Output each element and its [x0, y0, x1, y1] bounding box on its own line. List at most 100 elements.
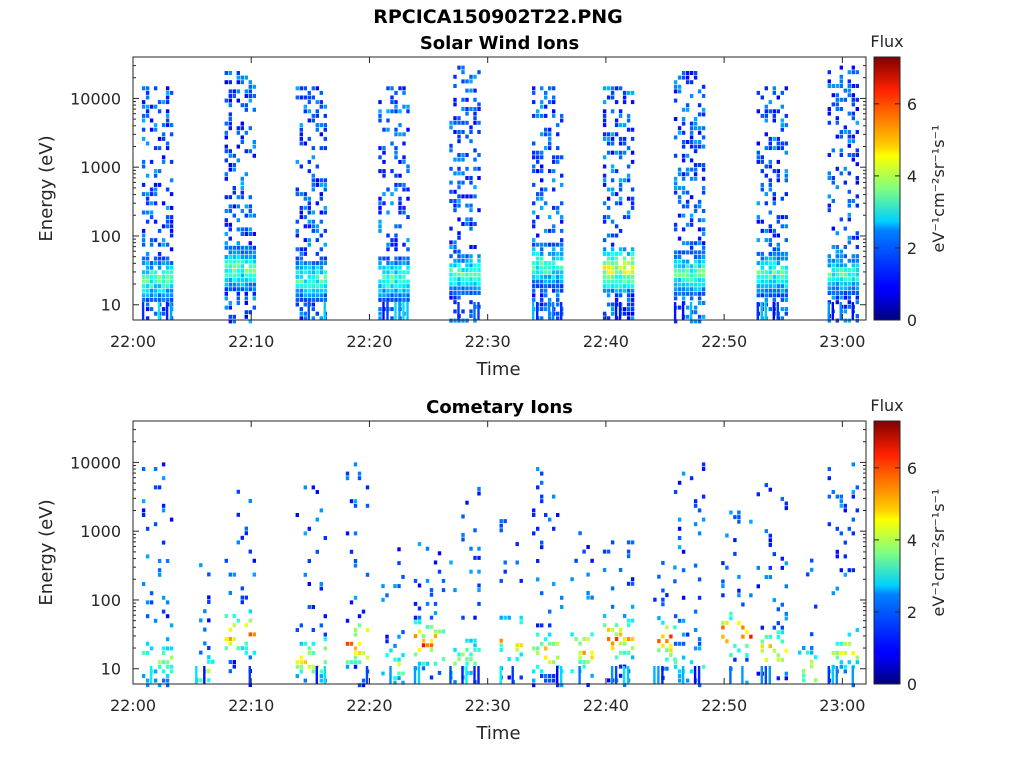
spectrogram-cell: [469, 208, 473, 213]
spectrogram-cell: [764, 132, 768, 137]
spectrogram-cell: [689, 121, 694, 126]
colorbar-tick-label: 4: [907, 531, 917, 550]
spectrogram-cell: [756, 109, 760, 114]
spectrogram-cell: [319, 219, 323, 224]
spectrogram-cell: [311, 86, 315, 91]
spectrogram-cell: [701, 291, 706, 296]
spectrogram-cell: [630, 293, 635, 298]
spectrogram-cell: [165, 90, 170, 95]
spectrogram-cell: [224, 172, 228, 177]
spectrogram-cell: [630, 136, 635, 141]
spectrogram-cell: [622, 641, 627, 646]
spectrogram-cell: [685, 291, 690, 296]
spectrogram-cell: [586, 637, 590, 641]
spectrogram-cell: [457, 231, 461, 236]
spectrogram-cell: [228, 227, 232, 232]
spectrogram-cell: [303, 261, 307, 266]
spectrogram-cell: [677, 678, 682, 683]
spectrogram-cell: [437, 551, 442, 556]
spectrogram-cell: [303, 316, 307, 321]
ion-burst-4: [345, 462, 370, 688]
spectrogram-cell: [540, 86, 544, 91]
spectrogram-cell: [701, 301, 706, 305]
spectrogram-cell: [449, 180, 453, 185]
spectrogram-cell: [835, 107, 839, 111]
spectrogram-cell: [701, 282, 706, 287]
spectrogram-cell: [536, 155, 540, 160]
spectrogram-cell: [606, 261, 611, 266]
spectrogram-cell: [315, 265, 319, 270]
spectrogram-cell: [149, 210, 154, 215]
spectrogram-cell: [847, 295, 851, 300]
spectrogram-cell: [843, 669, 847, 674]
spectrogram-cell: [760, 284, 764, 289]
spectrogram-cell: [669, 648, 673, 653]
spectrogram-cell: [303, 141, 307, 146]
spectrogram-cell: [685, 314, 690, 319]
spectrogram-cell: [386, 284, 390, 289]
spectrogram-cell: [560, 182, 564, 187]
spectrogram-cell: [847, 318, 851, 323]
spectrogram-cell: [756, 215, 760, 220]
spectrogram-cell: [768, 261, 772, 266]
spectrogram-cell: [756, 251, 760, 256]
spectrogram-cell: [299, 293, 303, 298]
spectrogram-cell: [224, 614, 228, 618]
spectrogram-cell: [141, 136, 146, 141]
spectrogram-cell: [141, 261, 146, 266]
spectrogram-cell: [477, 569, 481, 574]
spectrogram-cell: [725, 639, 729, 644]
spectrogram-cell: [780, 224, 784, 229]
spectrogram-cell: [552, 494, 556, 499]
spectrogram-cell: [473, 166, 477, 171]
spectrogram-cell: [677, 250, 682, 255]
spectrogram-cell: [548, 251, 552, 256]
spectrogram-cell: [303, 265, 307, 270]
spectrogram-cell: [248, 499, 252, 503]
spectrogram-cell: [153, 201, 158, 206]
spectrogram-cell: [398, 293, 402, 298]
spectrogram-cell: [626, 307, 631, 312]
spectrogram-cell: [465, 166, 469, 171]
spectrogram-cell: [737, 519, 741, 524]
spectrogram-cell: [323, 182, 327, 187]
spectrogram-cell: [622, 261, 627, 266]
spectrogram-cell: [697, 227, 702, 232]
spectrogram-cell: [303, 215, 307, 220]
spectrogram-cell: [157, 572, 162, 577]
spectrogram-cell: [353, 503, 358, 508]
spectrogram-cell: [236, 273, 240, 278]
spectrogram-cell: [626, 251, 631, 256]
spectrogram-cell: [776, 136, 780, 141]
spectrogram-cell: [357, 476, 362, 481]
spectrogram-cell: [385, 653, 389, 658]
spectrogram-cell: [461, 309, 465, 314]
spectrogram-cell: [839, 268, 843, 272]
spectrogram-cell: [772, 297, 776, 302]
spectrogram-cell: [768, 533, 772, 538]
spectrogram-cell: [319, 146, 323, 151]
spectrogram-cell: [784, 192, 788, 197]
spectrogram-cell: [157, 182, 162, 187]
spectrogram-cell: [780, 118, 784, 123]
spectrogram-cell: [169, 265, 174, 270]
spectrogram-cell: [756, 293, 760, 298]
spectrogram-cell: [141, 210, 146, 215]
colorbar-tick-label: 0: [907, 311, 917, 330]
spectrogram-cell: [157, 568, 162, 573]
spectrogram-cell: [397, 561, 401, 566]
spectrogram-cell: [693, 628, 698, 632]
spectrogram-cell: [149, 666, 153, 684]
spectrogram-cell: [657, 639, 661, 644]
spectrogram-cell: [228, 314, 232, 319]
spectrogram-cell: [677, 273, 682, 278]
spectrogram-cell: [461, 194, 465, 199]
spectrogram-cell: [469, 286, 473, 291]
spectrogram-cell: [689, 669, 694, 674]
ion-burst-8: [756, 86, 788, 321]
spectrogram-cell: [248, 255, 252, 259]
ion-burst-17: [827, 462, 859, 688]
spectrogram-cell: [236, 282, 240, 287]
ion-burst-3: [378, 86, 410, 321]
spectrogram-cell: [165, 637, 170, 642]
